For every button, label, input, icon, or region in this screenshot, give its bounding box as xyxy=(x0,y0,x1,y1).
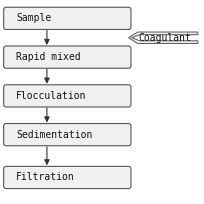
Text: Sedimentation: Sedimentation xyxy=(16,130,93,140)
FancyBboxPatch shape xyxy=(4,166,131,188)
FancyBboxPatch shape xyxy=(4,46,131,68)
FancyBboxPatch shape xyxy=(4,85,131,107)
Text: Coagulant: Coagulant xyxy=(139,33,192,43)
FancyBboxPatch shape xyxy=(4,123,131,146)
Text: Sample: Sample xyxy=(16,13,52,23)
Polygon shape xyxy=(129,32,198,43)
Text: Rapid mixed: Rapid mixed xyxy=(16,52,81,62)
Text: Flocculation: Flocculation xyxy=(16,91,87,101)
Text: Filtration: Filtration xyxy=(16,172,75,183)
FancyBboxPatch shape xyxy=(4,7,131,29)
